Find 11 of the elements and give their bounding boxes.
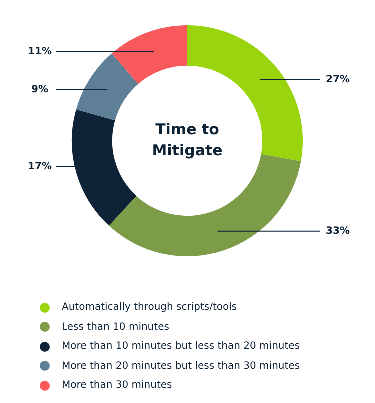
- legend-label: More than 20 minutes but less than 30 minutes: [62, 360, 300, 372]
- legend-label: More than 30 minutes: [62, 380, 172, 392]
- legend-label: More than 10 minutes but less than 20 minutes: [62, 341, 300, 352]
- legend-label: Automatically through scripts/tools: [62, 302, 238, 314]
- legend-label: Less than 10 minutes: [62, 322, 170, 333]
- data-label: 17%: [28, 161, 52, 172]
- data-label: 27%: [326, 74, 350, 86]
- data-label: 11%: [28, 46, 52, 58]
- text: Time to Mitigate: [152, 120, 223, 160]
- data-label: 9%: [32, 84, 48, 96]
- data-label: 33%: [326, 226, 350, 237]
